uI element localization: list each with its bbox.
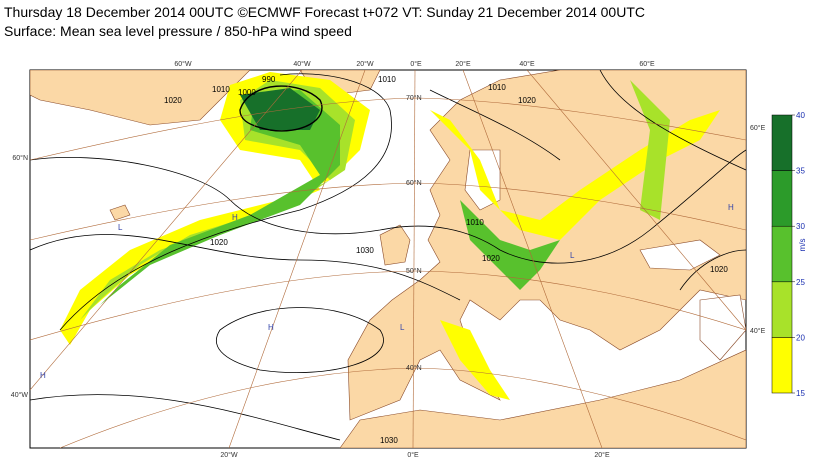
- pressure-centre: H: [728, 203, 734, 212]
- colorbar-tick-label: 25: [796, 278, 805, 287]
- wind-band: [440, 320, 510, 400]
- lon-label: 40°W: [293, 60, 311, 68]
- wind-band: [430, 110, 720, 240]
- isobar-label: 1020: [710, 265, 728, 274]
- isobar-label: 990: [262, 75, 276, 84]
- colorbar-band: [771, 281, 793, 338]
- map: 60°W 40°W 20°W 0°E 20°E 40°E 60°E 20°W 0…: [11, 60, 766, 459]
- colorbar-tick-label: 20: [796, 333, 805, 342]
- lat-label: 40°E: [750, 327, 766, 335]
- title: Thursday 18 December 2014 00UTC ©ECMWF F…: [4, 4, 645, 20]
- colorbar-band: [771, 170, 793, 227]
- lat-label: 60°N: [12, 154, 28, 162]
- colorbar-band: [771, 225, 793, 283]
- isobar-label: 1010: [466, 218, 484, 227]
- lon-label: 60°W: [174, 60, 192, 68]
- isobar-label: 1020: [518, 96, 536, 105]
- pressure-centre: L: [570, 251, 575, 260]
- lat-label: 40°W: [11, 391, 29, 399]
- isobar-label: 1000: [238, 88, 256, 97]
- pressure-centre: H: [40, 371, 46, 380]
- subtitle: Surface: Mean sea level pressure / 850-h…: [4, 23, 352, 39]
- isobar-label: 1030: [356, 246, 374, 255]
- pressure-centre: L: [400, 323, 405, 332]
- isobars: [30, 70, 746, 441]
- lon-label: 0°E: [407, 451, 419, 459]
- colorbar-band: [771, 337, 793, 394]
- colorbar-tick-label: 35: [796, 167, 805, 176]
- isobar-label: 1020: [164, 96, 182, 105]
- colorbar-tick-label: 30: [796, 222, 805, 231]
- wind-shading: [60, 72, 720, 400]
- graticule: [30, 70, 746, 448]
- colorbar-tick-label: 40: [796, 111, 805, 120]
- wind-band: [460, 200, 560, 290]
- isobar-label: 1020: [482, 254, 500, 263]
- lon-label: 0°E: [410, 60, 422, 68]
- pressure-centre: L: [118, 223, 123, 232]
- colorbar-band: [771, 114, 793, 171]
- lat-label: 50°N: [406, 267, 422, 275]
- isobar-label: 1010: [378, 75, 396, 84]
- isobar-label: 1020: [210, 238, 228, 247]
- lon-label: 20°W: [220, 451, 238, 459]
- lat-label: 40°N: [406, 364, 422, 372]
- isobar-label: 1010: [212, 85, 230, 94]
- pressure-centre: H: [268, 323, 274, 332]
- colorbar-unit: m/s: [798, 239, 807, 252]
- colorbar-tick-label: 15: [796, 389, 805, 398]
- wind-band: [630, 80, 670, 220]
- lon-label: 20°W: [356, 60, 374, 68]
- colorbar: m/s 15 20 25 30 35 40: [771, 111, 807, 398]
- lat-label: 70°N: [406, 94, 422, 102]
- lon-label: 20°E: [455, 60, 471, 68]
- lon-label: 20°E: [594, 451, 610, 459]
- isobar-label: 1030: [380, 436, 398, 445]
- lon-label: 60°E: [639, 60, 655, 68]
- lat-label: 60°N: [406, 179, 422, 187]
- pressure-centre: H: [232, 213, 238, 222]
- lat-label: 60°E: [750, 124, 766, 132]
- lon-label: 40°E: [519, 60, 535, 68]
- isobar-label: 1010: [488, 83, 506, 92]
